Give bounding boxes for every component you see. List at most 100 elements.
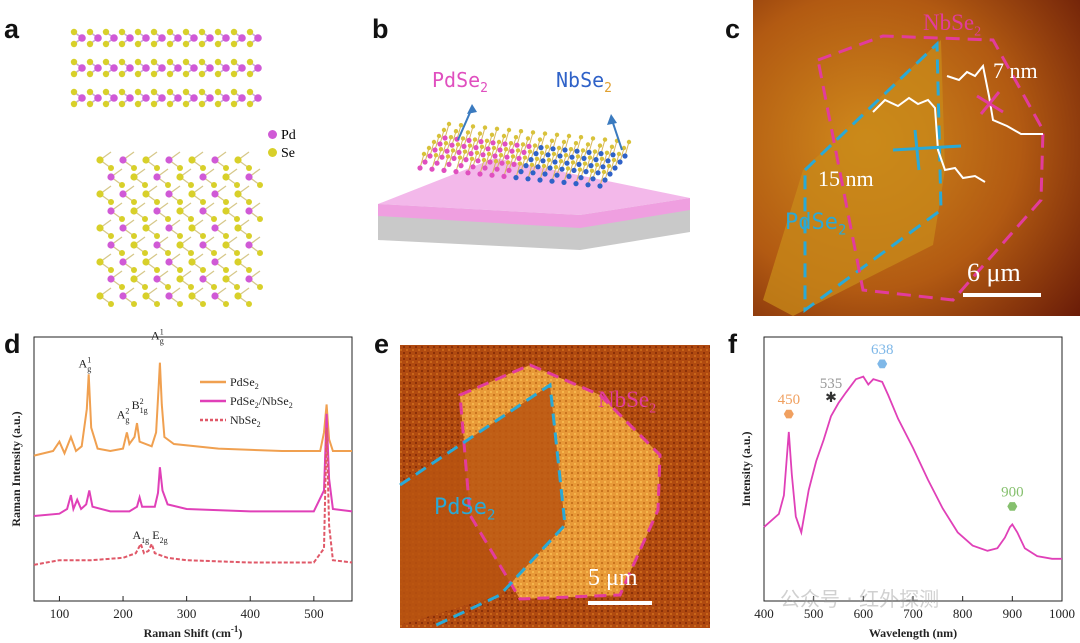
se-atom: [214, 58, 222, 66]
pl-xtick-label: 700: [903, 606, 923, 621]
raman-xtick-label: 400: [240, 606, 260, 621]
se-atom: [222, 207, 230, 215]
se-atom: [230, 28, 238, 36]
se-atom: [561, 139, 567, 145]
se-atom: [150, 100, 158, 108]
se-atom: [177, 233, 183, 239]
se-atom: [108, 267, 114, 273]
se-atom: [246, 88, 254, 96]
se-atom: [131, 233, 137, 239]
se-atom: [530, 130, 536, 135]
pd-atom: [437, 141, 443, 147]
se-atom: [165, 284, 171, 290]
se-atom: [246, 100, 254, 108]
se-atom: [118, 100, 126, 108]
se-atom: [568, 147, 574, 152]
pd-atom: [222, 94, 230, 102]
se-atom: [558, 159, 564, 164]
se-atom: [222, 275, 230, 283]
nb-atom: [597, 183, 603, 189]
se-atom: [551, 151, 557, 157]
pdse2-outline: [803, 40, 943, 313]
se-atom: [246, 301, 252, 307]
raman-xtick-label: 300: [177, 606, 197, 621]
pd-atom: [446, 161, 452, 167]
se-atom: [230, 40, 238, 48]
nb-atom: [513, 175, 519, 181]
se-atom: [182, 70, 190, 78]
se-atom: [200, 165, 206, 171]
se-atom: [450, 148, 456, 153]
se-atom: [142, 182, 148, 188]
nb-atom: [569, 154, 575, 160]
height-profile-2: [946, 63, 1043, 135]
se-atom: [594, 162, 600, 167]
se-atom: [498, 153, 504, 158]
se-atom: [234, 224, 242, 232]
se-atom: [246, 28, 254, 36]
nb-atom: [595, 170, 601, 176]
peak-label-sup: 1: [160, 327, 164, 336]
pd-atom: [245, 275, 253, 283]
peak-label-sub: g: [87, 364, 91, 373]
se-atom: [102, 28, 110, 36]
pd-atom: [119, 156, 127, 164]
se-atom: [482, 125, 488, 130]
se-atom: [546, 157, 552, 163]
nb-atom: [552, 159, 558, 165]
se-atom: [70, 88, 78, 96]
legend-tail: /NbSe: [259, 394, 289, 408]
pd-atom: [444, 148, 450, 154]
pdse2-text: PdSe: [432, 68, 481, 92]
se-atom: [177, 301, 183, 307]
pd-atom: [478, 139, 484, 145]
se-atom: [118, 70, 126, 78]
se-atom: [462, 149, 468, 154]
nbse2-outline: [816, 34, 1045, 302]
nb-atom: [545, 152, 551, 158]
nb-atom: [525, 176, 531, 182]
pd-atom: [211, 224, 219, 232]
heterostructure-schematic: [378, 104, 690, 250]
pd-atom: [475, 158, 481, 164]
se-atom: [131, 267, 137, 273]
pd-atom: [509, 148, 515, 154]
se-atom: [597, 143, 603, 148]
se-atom: [465, 130, 471, 135]
se-atom: [188, 190, 196, 198]
se-atom: [118, 88, 126, 96]
se-atom: [441, 127, 447, 133]
se-atom: [198, 58, 206, 66]
profile-marker-1b: [913, 129, 921, 171]
afm-image: [753, 0, 1080, 316]
pd-atom: [126, 64, 134, 72]
legend-sub: 2: [257, 420, 261, 429]
pd-atom: [501, 173, 507, 179]
pd-atom: [199, 173, 207, 181]
se-atom: [565, 166, 571, 171]
se-atom: [506, 127, 512, 133]
pd-atom: [458, 163, 464, 169]
se-atom: [86, 28, 94, 36]
height-profile-1: [872, 96, 986, 183]
se-atom: [200, 301, 206, 307]
pd-atom: [453, 169, 459, 175]
pd-atom: [190, 64, 198, 72]
pl-xtick-label: 800: [953, 606, 973, 621]
se-atom: [489, 132, 495, 137]
panel-b-label: b: [372, 14, 389, 44]
nb-atom: [528, 157, 534, 163]
se-atom: [257, 284, 263, 290]
raman-map-image: [399, 345, 710, 630]
se-atom: [86, 100, 94, 108]
se-atom: [166, 40, 174, 48]
se-atom: [505, 160, 511, 165]
nbse2-arrowhead: [607, 114, 617, 125]
nb-atom: [537, 177, 543, 183]
pd-atom: [126, 34, 134, 42]
se-atom: [176, 173, 184, 181]
raman-xlabel-sup: -1: [231, 624, 239, 634]
panel-e: e NbSe2 PdSe2 5 μm: [370, 325, 710, 643]
se-atom: [246, 165, 252, 171]
nb-atom: [573, 181, 579, 187]
